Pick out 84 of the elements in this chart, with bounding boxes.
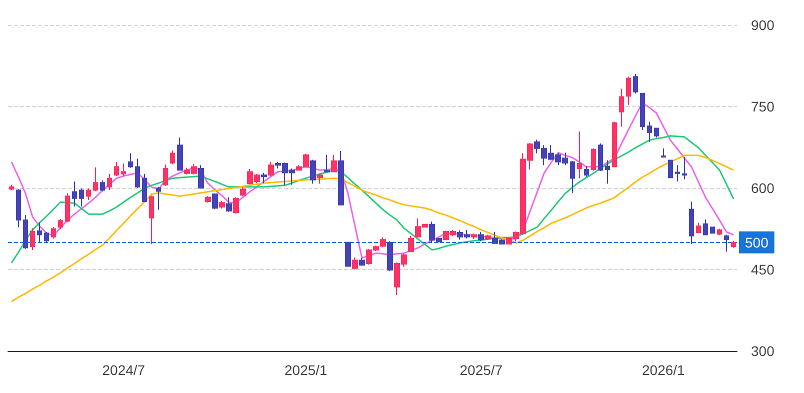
candlestick: [317, 173, 323, 184]
candlestick: [471, 233, 477, 240]
candlestick: [170, 150, 175, 165]
candlestick: [647, 121, 652, 142]
candlestick: [128, 152, 133, 168]
candlestick: [359, 258, 365, 266]
candlestick: [107, 173, 112, 191]
candlestick: [100, 180, 105, 192]
candlestick: [345, 241, 351, 268]
candlestick: [640, 92, 645, 130]
candlestick: [331, 154, 337, 173]
candlestick: [114, 161, 119, 177]
candlestick: [633, 73, 638, 94]
candlestick: [135, 158, 140, 188]
candlestick: [163, 164, 168, 186]
candlestick: [9, 184, 14, 191]
candlestick: [261, 172, 267, 184]
x-tick-label: 2025/1: [284, 362, 328, 378]
candlestick: [121, 163, 126, 177]
ref-line-label: 500: [745, 234, 769, 250]
candlestick: [717, 228, 722, 236]
candlestick: [86, 188, 91, 200]
candlestick: [72, 180, 77, 207]
candlestick: [668, 159, 673, 179]
candlestick: [612, 121, 617, 168]
x-tick-label: 2026/1: [642, 362, 686, 378]
candlestick: [198, 164, 204, 188]
candlestick: [212, 192, 218, 210]
line-series: [10, 154, 734, 302]
candlestick: [661, 148, 666, 158]
candlestick: [387, 240, 393, 272]
candlestick: [338, 150, 344, 206]
candlestick: [65, 192, 70, 223]
candlestick: [724, 234, 729, 252]
candlestick: [591, 148, 596, 172]
candlestick: [23, 214, 28, 250]
candlestick: [58, 218, 63, 230]
candlestick: [219, 200, 225, 210]
line-series: [10, 102, 734, 259]
candlestick: [703, 219, 708, 236]
candlestick: [37, 222, 42, 243]
candlestick: [696, 222, 701, 234]
x-tick-label: 2025/7: [460, 362, 503, 378]
candlestick: [689, 201, 694, 244]
y-tick-label: 900: [751, 17, 775, 33]
candlestick: [324, 154, 330, 172]
candlestick: [233, 196, 239, 214]
candlestick: [44, 232, 49, 244]
candlestick: [268, 161, 274, 177]
candlestick: [570, 160, 575, 194]
candlestick: [619, 88, 624, 128]
candlestick: [352, 257, 358, 270]
candlestick: [149, 195, 154, 244]
candlestick: [16, 188, 21, 228]
candlestick: [408, 235, 414, 253]
candlestick: [240, 186, 246, 197]
candlestick: [226, 196, 232, 212]
candlestick: [205, 196, 211, 204]
candlestick: [584, 166, 589, 178]
candlestick: [675, 164, 680, 182]
candlestick: [142, 173, 147, 202]
y-tick-label: 300: [751, 343, 775, 359]
candlestick: [156, 186, 161, 210]
y-tick-label: 750: [751, 98, 775, 114]
candlestick: [654, 127, 659, 138]
candlestick: [30, 228, 35, 250]
candlestick: [478, 232, 484, 242]
line-series: [10, 135, 734, 264]
candlestick: [177, 136, 183, 172]
y-tick-label: 450: [751, 262, 775, 278]
candlestick: [485, 234, 491, 241]
candlestick: [51, 226, 56, 240]
candlestick: [731, 240, 736, 248]
candlestick: [310, 159, 316, 184]
x-tick-label: 2024/7: [102, 362, 146, 378]
candlestick: [93, 166, 98, 192]
candlestick: [598, 142, 603, 172]
candlestick: [710, 226, 715, 234]
candlestick: [605, 160, 610, 184]
candlestick: [626, 76, 631, 106]
candlestick: [682, 156, 687, 180]
candlestick: [79, 188, 84, 207]
y-tick-label: 600: [751, 180, 775, 196]
candlestick: [577, 130, 582, 179]
